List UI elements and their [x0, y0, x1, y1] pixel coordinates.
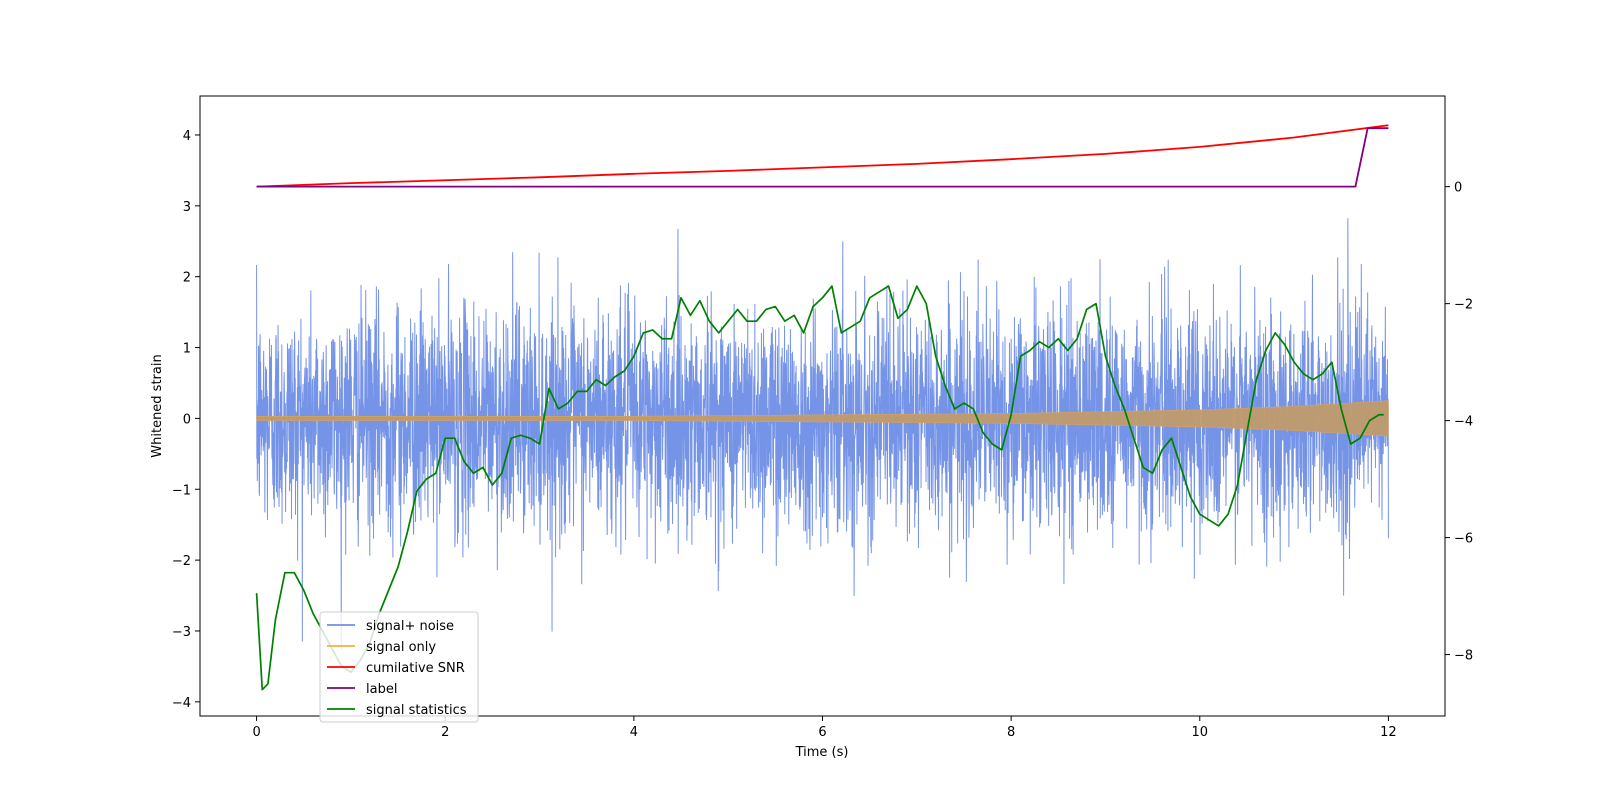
y-tick-label: 2	[183, 271, 191, 286]
y-tick-label: −4	[172, 696, 191, 711]
y-tick-label: 3	[183, 200, 191, 215]
series-layer	[255, 124, 1389, 691]
x-tick-label: 10	[1191, 725, 1208, 740]
legend-item: cumilative SNR	[327, 661, 465, 676]
legend-item: signal only	[327, 640, 436, 655]
x-axis-ticks: 0 2 4 6 8 10 12	[252, 716, 1397, 740]
series-signal-only	[256, 400, 1389, 437]
x-tick-label: 8	[1007, 725, 1015, 740]
y2-tick-label: −2	[1454, 298, 1473, 313]
legend-item: signal+ noise	[327, 619, 454, 634]
y-axis-right-ticks: −8 −6 −4 −2 0	[1445, 181, 1473, 664]
y-tick-label: −1	[172, 483, 191, 498]
x-tick-label: 12	[1380, 725, 1397, 740]
y-tick-label: 1	[183, 342, 191, 357]
series-cumulative-snr	[256, 124, 1389, 188]
y2-tick-label: −8	[1454, 649, 1473, 664]
legend-label: signal statistics	[366, 703, 467, 718]
legend-label: signal+ noise	[366, 619, 454, 634]
y-axis-label: Whitened strain	[150, 354, 165, 457]
x-tick-label: 0	[252, 725, 260, 740]
y2-tick-label: 0	[1454, 181, 1462, 196]
y2-tick-label: −4	[1454, 415, 1473, 430]
legend-label: label	[366, 682, 397, 697]
y-tick-label: 0	[183, 412, 191, 427]
legend-box	[319, 611, 479, 723]
y-tick-label: 4	[183, 129, 191, 144]
x-tick-label: 6	[818, 725, 826, 740]
y2-tick-label: −6	[1454, 532, 1473, 547]
series-signal-statistics	[255, 285, 1384, 691]
x-axis-label: Time (s)	[795, 745, 849, 760]
legend-item: signal statistics	[327, 703, 467, 718]
x-tick-label: 2	[441, 725, 449, 740]
legend-label: signal only	[366, 640, 436, 655]
legend-item: label	[327, 682, 397, 697]
y-tick-label: −2	[172, 554, 191, 569]
x-tick-label: 4	[630, 725, 638, 740]
series-label	[256, 127, 1389, 188]
y-axis-left-ticks: −4 −3 −2 −1 0 1 2 3 4	[172, 129, 200, 711]
plot-frame	[199, 95, 1446, 717]
series-signal-noise	[256, 218, 1389, 651]
legend: signal+ noise signal only cumilative SNR la…	[319, 611, 479, 723]
y-tick-label: −3	[172, 625, 191, 640]
legend-label: cumilative SNR	[366, 661, 465, 676]
